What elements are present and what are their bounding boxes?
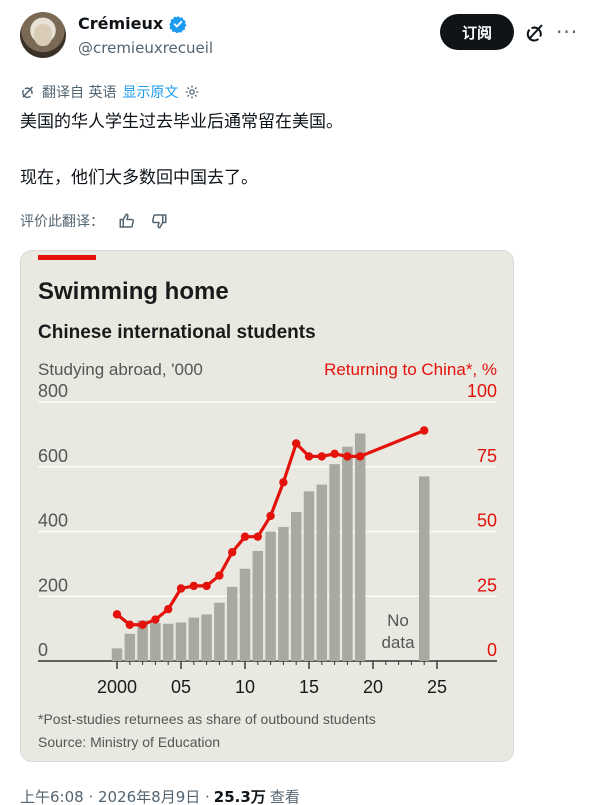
tweet-meta: 上午6:08 · 2026年8月9日 · 25.3万 查看 xyxy=(20,786,300,805)
thumbs-up-icon[interactable] xyxy=(118,212,136,230)
line-point xyxy=(420,426,429,435)
view-count: 25.3万 xyxy=(213,788,266,805)
line-point xyxy=(292,439,301,448)
x-tick-label: 10 xyxy=(235,677,255,697)
line-point xyxy=(317,452,326,461)
left-tick-label: 400 xyxy=(38,511,68,531)
bar xyxy=(137,620,148,661)
tweet-line-1: 美国的华人学生过去毕业后通常留在美国。 xyxy=(20,112,343,132)
views-label: 查看 xyxy=(269,788,300,805)
verified-badge-icon xyxy=(169,15,187,33)
bar xyxy=(226,586,238,661)
line-point xyxy=(266,511,275,521)
chart: Swimming home Chinese international stud… xyxy=(38,255,497,750)
more-icon[interactable]: ··· xyxy=(556,20,579,44)
x-tick-label: 15 xyxy=(299,677,319,697)
chart-card[interactable]: Swimming home Chinese international stud… xyxy=(20,250,514,762)
accent-bar xyxy=(38,255,96,260)
translated-from-label: 翻译自 英语 xyxy=(42,85,117,101)
tweet-text: 美国的华人学生过去毕业后通常留在美国。 现在，他们大多数回中国去了。 xyxy=(20,108,343,220)
line-point xyxy=(253,532,262,541)
bar xyxy=(252,550,264,661)
left-tick-label: 600 xyxy=(38,446,68,466)
right-tick-label: 75 xyxy=(477,446,497,466)
chart-title: Swimming home xyxy=(38,278,229,305)
thumbs-down-icon[interactable] xyxy=(150,212,168,230)
left-tick-label: 800 xyxy=(38,381,68,401)
bar xyxy=(188,617,200,661)
subscribe-button[interactable]: 订阅 xyxy=(440,14,514,50)
bar xyxy=(278,526,289,661)
bar xyxy=(201,614,212,661)
bar xyxy=(162,623,174,661)
author-name-row[interactable]: Crémieux xyxy=(78,14,187,33)
bar xyxy=(329,464,340,661)
line-point xyxy=(343,452,352,461)
bar xyxy=(354,433,366,661)
translate-icon xyxy=(22,86,33,99)
line-point xyxy=(112,610,122,619)
bar xyxy=(150,623,161,661)
right-axis-label: Returning to China*, % xyxy=(324,360,497,379)
bar xyxy=(290,512,302,661)
x-tick-label: 20 xyxy=(363,677,383,697)
bar xyxy=(316,484,328,661)
line-point xyxy=(240,532,250,541)
bar xyxy=(111,648,123,661)
left-tick-label: 200 xyxy=(38,575,68,595)
line-point xyxy=(279,478,288,487)
line-point xyxy=(330,449,339,458)
bar xyxy=(175,622,187,661)
line-point xyxy=(304,452,314,461)
line-point xyxy=(228,548,237,557)
x-tick-label: 05 xyxy=(171,677,191,697)
bar xyxy=(124,633,136,661)
bar xyxy=(418,476,430,661)
translation-info: 翻译自 英语 显示原文 xyxy=(20,82,200,102)
bar xyxy=(303,491,315,661)
avatar[interactable] xyxy=(20,12,66,58)
line-point xyxy=(164,605,173,614)
line-point xyxy=(202,581,211,591)
grok-icon[interactable] xyxy=(524,22,546,44)
rate-translation-row: 评价此翻译： xyxy=(20,211,168,231)
author-handle[interactable]: @cremieuxrecueil xyxy=(78,39,214,57)
chart-subtitle: Chinese international students xyxy=(38,322,316,343)
x-tick-label: 2000 xyxy=(97,677,137,697)
tweet-line-2: 现在，他们大多数回中国去了。 xyxy=(20,168,258,188)
chart-footnote: *Post-studies returnees as share of outb… xyxy=(38,711,376,727)
right-tick-label: 100 xyxy=(467,381,497,401)
bar xyxy=(265,531,276,661)
timestamp[interactable]: 上午6:08 · 2026年8月9日 · xyxy=(20,788,210,805)
display-name[interactable]: Crémieux xyxy=(78,14,164,33)
bar xyxy=(214,602,225,661)
line-point xyxy=(356,452,365,461)
left-tick-label: 0 xyxy=(38,640,48,660)
right-tick-label: 50 xyxy=(477,511,497,531)
line-point xyxy=(151,615,160,624)
line-point xyxy=(215,571,224,580)
bar xyxy=(239,568,251,661)
bar xyxy=(342,446,353,661)
x-tick-label: 25 xyxy=(427,677,447,697)
gear-icon[interactable] xyxy=(184,84,200,100)
right-tick-label: 25 xyxy=(477,575,497,595)
show-original-link[interactable]: 显示原文 xyxy=(122,85,179,101)
rate-translation-label: 评价此翻译： xyxy=(20,214,104,230)
line-point xyxy=(176,584,186,593)
line-point xyxy=(189,581,198,591)
left-axis-label: Studying abroad, '000 xyxy=(38,360,203,379)
no-data-label: No xyxy=(387,611,409,630)
chart-source: Source: Ministry of Education xyxy=(38,734,220,750)
line-point xyxy=(138,620,147,629)
line-point xyxy=(125,620,134,629)
no-data-label: data xyxy=(381,633,415,652)
right-tick-label: 0 xyxy=(487,640,497,660)
